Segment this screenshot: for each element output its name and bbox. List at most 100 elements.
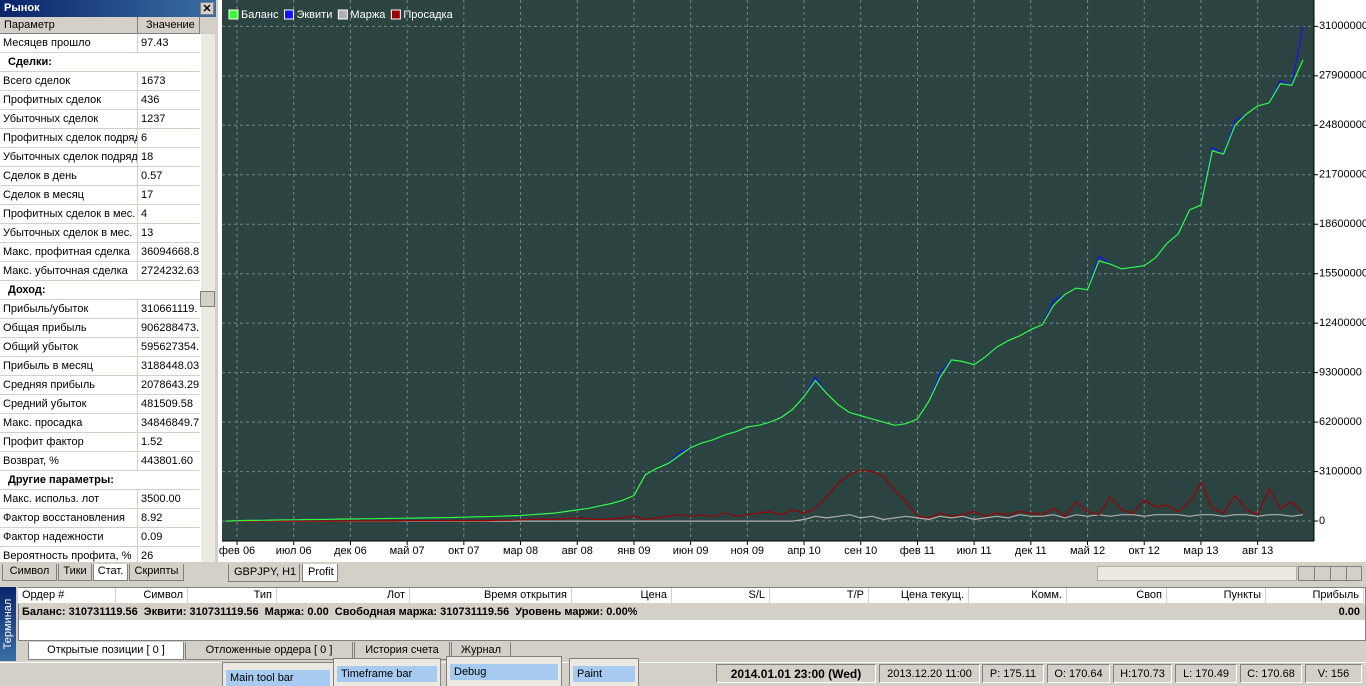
y-tick-label: 6200000 [1319,416,1362,428]
y-tick-label: 18600000 [1319,218,1366,230]
y-tick-label: 31000000 [1319,20,1366,32]
y-tick-label: 3100000 [1319,465,1362,477]
legend-label: Эквити [296,9,332,21]
stat-value: 3188448.03 [138,357,200,376]
y-tick-label: 0 [1319,515,1325,527]
legend-label: Маржа [350,9,386,21]
stat-label: Средний убыток [0,395,138,414]
stat-value: 1.52 [138,433,200,452]
stats-table: Месяцев прошло 97.43 Сделки: Всего сделок 16… [0,34,200,562]
toolbar-title[interactable]: Paint [573,666,635,682]
legend-label: Баланс [241,9,279,21]
stat-label: Профитных сделок в мес. [0,205,138,224]
stat-value: 0.09 [138,528,200,547]
terminal-column-header: Ордер # [18,588,116,604]
legend-swatch [337,9,348,20]
stat-value: 13 [138,224,200,243]
toolbar-title[interactable]: Timeframe bar [337,666,437,682]
column-header: Параметр [0,17,138,34]
status-field: P: 175.11 [982,664,1044,683]
stat-label: Макс. использ. лот [0,490,138,509]
terminal-column-header: Тип [188,588,277,604]
panel-tab[interactable]: Скрипты [129,564,184,581]
stat-label: Профитных сделок подряд [0,129,138,148]
terminal-column-header: Время открытия [410,588,572,604]
stat-label: Вероятность профита, % [0,547,138,562]
terminal-column-header: Прибыль [1266,588,1364,604]
terminal-tab[interactable]: Отложенные ордера [ 0 ] [185,642,353,660]
stat-label: Убыточных сделок в мес. [0,224,138,243]
x-tick-label: сен 10 [844,545,877,557]
stat-label: Общая прибыль [0,319,138,338]
stat-value: 906288473. [138,319,200,338]
y-tick-label: 21700000 [1319,169,1366,181]
terminal-column-header: Символ [116,588,188,604]
terminal-column-header: Цена текущ. [869,588,969,604]
stat-value: 36094668.8 [138,243,200,262]
chart: 0 3100000 6200000 9300000 12400000 15500000 18… [218,0,1366,562]
toolbar-title[interactable]: Debug [450,664,558,680]
close-button[interactable] [200,2,214,15]
x-tick-label: фев 06 [219,545,255,557]
panel-tab[interactable]: Тики [58,564,92,581]
stat-value: 6 [138,129,200,148]
stat-label: Профитных сделок [0,91,138,110]
stat-label: Всего сделок [0,72,138,91]
stat-label: Макс. просадка [0,414,138,433]
stat-label: Убыточных сделок подряд [0,148,138,167]
x-tick-label: окт 12 [1129,545,1160,557]
column-header: Значение [138,17,200,34]
x-tick-label: окт 07 [448,545,479,557]
legend-swatch [390,9,401,20]
stat-value: 481509.58 [138,395,200,414]
stat-value: 18 [138,148,200,167]
stat-label: Убыточных сделок [0,110,138,129]
x-tick-label: авг 13 [1242,545,1273,557]
stat-value: 34846849.7 [138,414,200,433]
summary-profit: 0.00 [1338,606,1360,618]
stat-value: 310661119. [138,300,200,319]
stat-label: Общий убыток [0,338,138,357]
stat-label: Профит фактор [0,433,138,452]
toolbar-title[interactable]: Main tool bar [226,670,330,686]
status-field: 2014.01.01 23:00 (Wed) [716,664,876,683]
terminal-column-header: Цена [572,588,672,604]
terminal-column-header: T/P [770,588,869,604]
section-header: Другие параметры: [0,471,200,490]
stat-label: Сделок в день [0,167,138,186]
terminal-side-label: Терминал [2,598,14,650]
terminal-column-header: Комм. [969,588,1067,604]
y-tick-label: 9300000 [1319,367,1362,379]
stat-label: Месяцев прошло [0,34,138,53]
section-header: Доход: [0,281,200,300]
stat-value: 2078643.29 [138,376,200,395]
chart-tab[interactable]: Profit [302,564,338,582]
chart-tab[interactable]: GBPJPY, H1 [228,564,300,582]
x-tick-label: июн 09 [673,545,709,557]
status-field: V: 156 [1305,664,1362,683]
scroll-thumb[interactable] [200,291,215,307]
y-tick-label: 12400000 [1319,317,1366,329]
x-tick-label: мар 08 [503,545,538,557]
summary-row [19,604,1365,620]
stat-label: Возврат, % [0,452,138,471]
terminal-column-header: S/L [672,588,770,604]
terminal-tab[interactable]: Открытые позиции [ 0 ] [28,642,184,660]
stat-value: 2724232.63 [138,262,200,281]
stat-value: 595627354. [138,338,200,357]
stat-value: 8.92 [138,509,200,528]
legend-swatch [283,9,294,20]
chart-nav-buttons[interactable] [1298,566,1362,581]
terminal-column-header: Лот [277,588,410,604]
stat-value: 0.57 [138,167,200,186]
panel-tab[interactable]: Символ [2,564,57,581]
y-tick-label: 15500000 [1319,268,1366,280]
x-tick-label: май 12 [1070,545,1105,557]
status-field: C: 170.68 [1240,664,1302,683]
series-line [225,59,1304,522]
chart-scrollbar[interactable] [1097,566,1297,581]
terminal-column-header: Своп [1067,588,1167,604]
panel-tab[interactable]: Стат. [93,564,128,581]
y-tick-label: 27900000 [1319,70,1366,82]
stat-label: Сделок в месяц [0,186,138,205]
